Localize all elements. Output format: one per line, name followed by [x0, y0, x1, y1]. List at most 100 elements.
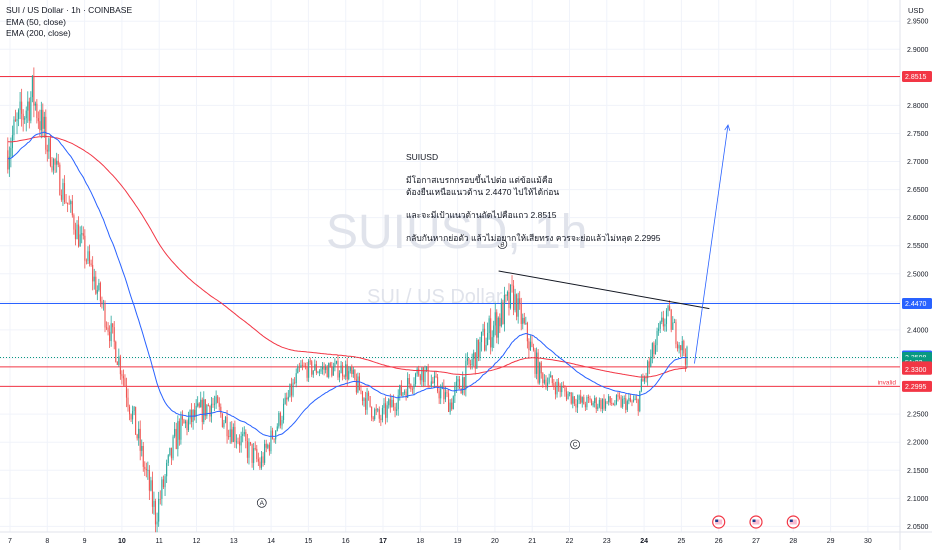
candle-body [415, 373, 417, 385]
candle-body [372, 417, 374, 420]
resistance-trendline[interactable] [498, 270, 710, 310]
candle-body [487, 332, 489, 346]
candle-body [422, 367, 424, 383]
candle-body [611, 402, 613, 404]
price-label-badge[interactable] [902, 363, 932, 375]
candle-body [166, 462, 168, 477]
candle-body [368, 392, 370, 397]
candle-body [309, 360, 311, 362]
candle-body [228, 436, 230, 438]
candle-body [355, 379, 357, 393]
candle-body [622, 398, 624, 407]
candle-body [559, 387, 561, 393]
analysis-note[interactable]: SUIUSD มีโอกาสเบรกกรอบขึ้นไปต่อ แต่ข้อแม… [406, 152, 661, 244]
candle-body [491, 337, 493, 348]
candle-body [24, 118, 26, 120]
candle-body [614, 403, 616, 405]
candle-body [383, 403, 385, 408]
candle-body [148, 469, 150, 491]
candle-body [516, 294, 518, 317]
candle-body [454, 386, 456, 397]
ema200-line[interactable] [7, 135, 688, 378]
y-tick-label: 2.8000 [907, 103, 929, 110]
candle-body [369, 396, 371, 407]
y-tick-label: 2.6000 [907, 215, 929, 222]
candle-body [449, 402, 451, 413]
ema200-legend[interactable]: EMA (200, close) [6, 28, 71, 38]
candle-body [81, 233, 83, 235]
watermark-symbol: SUIUSD, 1h [326, 206, 588, 259]
candle-body [46, 149, 48, 152]
x-tick-label: 26 [715, 538, 723, 545]
candle-body [31, 75, 33, 98]
candle-body [57, 160, 59, 165]
candle-body [124, 378, 126, 386]
x-tick-label: 10 [118, 538, 126, 545]
candle-body [626, 401, 628, 410]
price-label-text: 2.4470 [905, 301, 927, 308]
projection-arrow[interactable] [694, 125, 729, 364]
candle-body [462, 377, 464, 394]
candle-body [547, 382, 549, 388]
candle-body [113, 327, 115, 342]
chart-legend: SUI / US Dollar · 1h · COINBASE EMA (50,… [6, 5, 132, 40]
candle-body [529, 341, 531, 351]
flag-body [715, 519, 723, 525]
candle-body [65, 202, 67, 203]
candle-body [7, 150, 9, 170]
candle-body [443, 386, 445, 400]
candle-body [142, 446, 144, 467]
wave-label-circle[interactable] [570, 439, 580, 450]
candle-body [548, 377, 550, 383]
x-tick-label: 14 [267, 538, 275, 545]
candle-body [642, 378, 644, 382]
candle-body [82, 233, 84, 236]
candle-body [468, 358, 470, 365]
candle-body [678, 345, 680, 349]
candle-body [329, 363, 331, 367]
candle-body [308, 360, 310, 378]
candle-body [161, 479, 163, 499]
candle-body [249, 442, 252, 444]
grid [0, 0, 900, 532]
candle-body [87, 251, 89, 261]
candle-body [305, 365, 307, 367]
candle-body [125, 385, 128, 398]
candle-body [542, 373, 544, 384]
wave-label-circle[interactable] [497, 239, 508, 249]
candle-body [218, 402, 220, 407]
x-tick-label: 30 [864, 538, 872, 545]
note-title: SUIUSD [406, 152, 439, 162]
candle-body [295, 373, 297, 384]
candle-body [180, 416, 182, 440]
candle-body [251, 443, 253, 463]
x-tick-label: 16 [342, 538, 350, 545]
price-label-badge[interactable] [902, 298, 932, 310]
candle-body [136, 434, 138, 439]
x-tick-label: 15 [305, 538, 313, 545]
candle-body [116, 361, 118, 365]
symbol-title[interactable]: SUI / US Dollar · 1h · COINBASE [6, 5, 133, 15]
candle-body [650, 356, 652, 367]
candle-body [684, 353, 686, 365]
price-label-badge[interactable] [902, 380, 932, 392]
candle-body [667, 306, 669, 311]
candle-body [154, 501, 157, 525]
ema50-legend[interactable]: EMA (50, close) [6, 16, 66, 27]
candle-body [580, 395, 582, 403]
candle-body [371, 406, 373, 418]
candle-body [497, 317, 499, 338]
candle-body [424, 370, 426, 383]
candle-body [178, 421, 180, 440]
x-tick-label: 12 [193, 538, 201, 545]
price-label-badge[interactable] [902, 71, 932, 83]
candle-body [480, 331, 483, 343]
candle-body [158, 498, 160, 522]
wave-label-circle[interactable] [256, 497, 267, 508]
candle-body [591, 400, 593, 406]
ema50-line[interactable] [7, 131, 688, 437]
candles[interactable] [7, 67, 688, 533]
candle-body [375, 409, 377, 411]
candle-body [248, 442, 250, 458]
